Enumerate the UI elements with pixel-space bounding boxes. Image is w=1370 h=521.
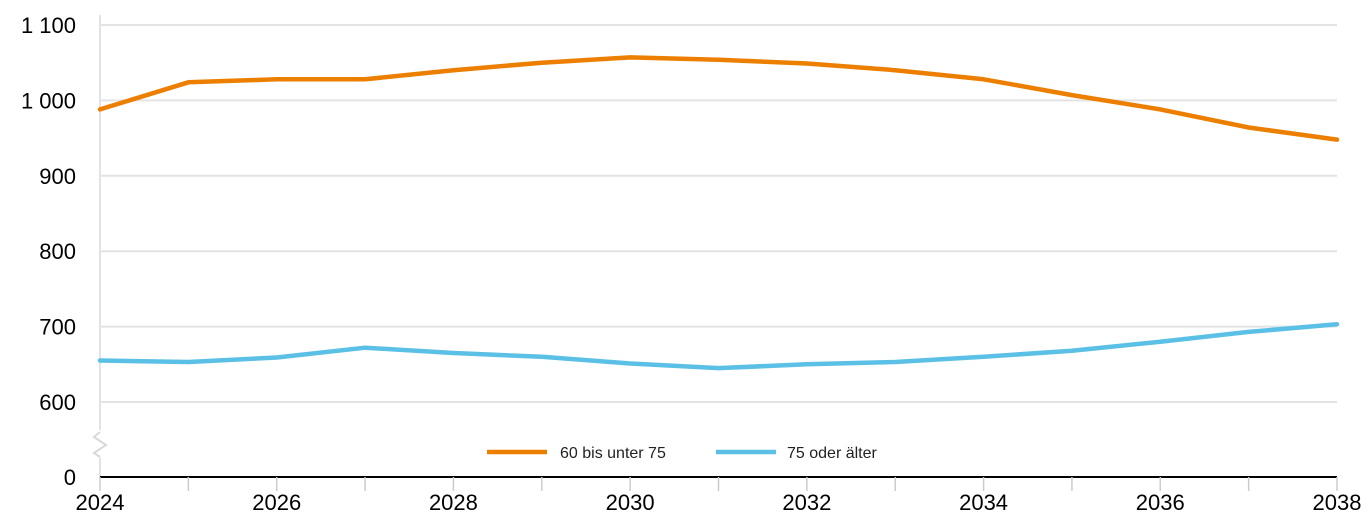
y-tick-label: 700 xyxy=(39,315,76,340)
x-tick-label: 2034 xyxy=(959,490,1008,515)
axis-break-icon xyxy=(92,431,108,458)
y-tick-label: 1 100 xyxy=(21,13,76,38)
x-tick-label: 2024 xyxy=(76,490,125,515)
x-tick-label: 2030 xyxy=(606,490,655,515)
y-tick-label: 0 xyxy=(64,465,76,490)
x-tick-label: 2038 xyxy=(1313,490,1362,515)
axis-break-zigzag xyxy=(92,431,108,458)
y-tick-label: 1 000 xyxy=(21,88,76,113)
legend-label: 60 bis unter 75 xyxy=(560,445,666,462)
x-axis: 2024 2026 2028 2030 2032 2034 2036 2038 xyxy=(76,476,1362,515)
x-tick-label: 2028 xyxy=(429,490,478,515)
series-line-1 xyxy=(97,322,1340,371)
y-tick-label: 800 xyxy=(39,239,76,264)
x-tick-label: 2032 xyxy=(782,490,831,515)
y-tick-label: 900 xyxy=(39,164,76,189)
y-axis-tick-labels: 0 600 700 800 900 1 000 1 100 xyxy=(21,13,76,490)
legend-label: 75 oder älter xyxy=(787,445,878,462)
y-tick-label: 600 xyxy=(39,390,76,415)
x-tick-label: 2036 xyxy=(1136,490,1185,515)
legend: 60 bis unter 75 75 oder älter xyxy=(487,445,878,462)
x-tick-label: 2026 xyxy=(252,490,301,515)
series-line-0 xyxy=(97,55,1340,142)
series-lines xyxy=(97,55,1340,371)
gridlines xyxy=(99,15,1337,477)
